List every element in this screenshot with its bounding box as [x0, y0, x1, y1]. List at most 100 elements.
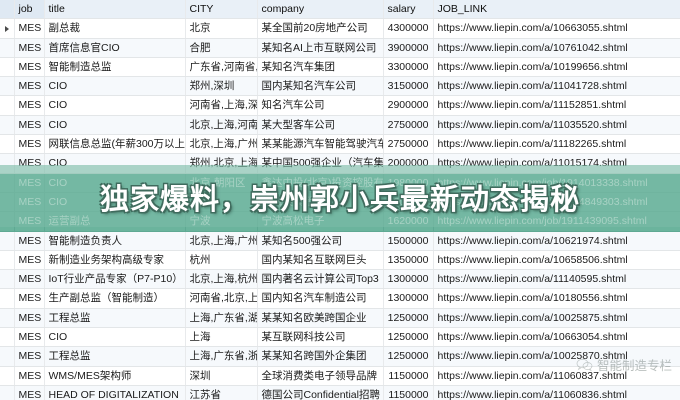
cell-title[interactable]: 首席信息官CIO — [44, 38, 186, 58]
table-row[interactable]: MES网联信息总监(年薪300万以上)北京,上海,广州某某能源汽车智能驾驶汽车集… — [0, 134, 680, 155]
table-row[interactable]: MES 新制造业务架构高级专家 杭州 国内某知名互联网巨头 1350000 https:/… — [0, 250, 680, 271]
table-row[interactable]: MES IoT行业产品专家（P7-P10） 北京,上海,杭州 国内著名云计算公司Top… — [0, 269, 680, 290]
cell-city[interactable]: 江苏省 — [185, 385, 258, 400]
table-row[interactable]: MES CIO 郑州,北京,上海 某中国500强企业（汽车集团 2000000 https… — [0, 153, 680, 174]
row-selector-cell[interactable] — [0, 269, 15, 290]
cell-company[interactable]: 某中国500强企业（汽车集团 — [257, 153, 384, 174]
cell-job-link[interactable]: https://www.liepin.com/a/11035520.shtml — [433, 115, 680, 136]
cell-job-link[interactable]: https://www.liepin.com/a/11060836.shtml — [433, 385, 680, 400]
cell-city[interactable]: 杭州 — [185, 250, 258, 271]
row-selector-cell[interactable] — [0, 327, 15, 348]
cell-city[interactable]: 北京,上海,杭州 — [185, 269, 258, 290]
cell-title[interactable]: CIO — [44, 153, 186, 174]
cell-salary[interactable]: 1250000 — [383, 327, 434, 348]
cell-title[interactable]: 智能制造负责人 — [44, 231, 186, 251]
cell-city[interactable]: 宁波 — [185, 211, 258, 232]
cell-job-link[interactable]: https://www.liepin.com/job/1914849303.sh… — [433, 192, 680, 213]
row-selector-cell[interactable] — [0, 192, 15, 213]
table-row[interactable]: MES CIO 上海 某互联网科技公司 1250000 https://www.liepi… — [0, 327, 680, 348]
column-header-salary[interactable]: salary — [383, 0, 434, 20]
cell-salary[interactable]: 1300000 — [383, 288, 434, 309]
cell-salary[interactable]: 1300000 — [383, 269, 434, 290]
cell-title[interactable]: WMS/MES架构师 — [44, 366, 186, 386]
row-selector-cell[interactable] — [0, 308, 15, 329]
cell-title[interactable]: CIO — [44, 115, 186, 136]
cell-city[interactable]: 北京,上海,河南省 — [185, 115, 258, 136]
cell-company[interactable]: 鑫达中投(北京)投资控股有限 — [257, 173, 384, 193]
cell-city[interactable]: 北京 — [185, 18, 258, 39]
cell-job-link[interactable]: https://www.liepin.com/a/11015174.shtml — [433, 153, 680, 174]
column-header-city[interactable]: CITY — [185, 0, 258, 20]
cell-salary[interactable]: 1500000 — [383, 231, 434, 251]
cell-title[interactable]: 智能制造总监 — [44, 57, 186, 78]
cell-job[interactable]: MES — [14, 134, 45, 155]
cell-company[interactable]: 全球消费类电子领导品牌 — [257, 366, 384, 386]
cell-salary[interactable]: 1800000 — [383, 192, 434, 213]
table-row[interactable]: MES 运营副总 宁波 宁波高松电子 1620000 https://www.liepin… — [0, 211, 680, 232]
cell-salary[interactable]: 1980000 — [383, 173, 434, 193]
cell-job-link[interactable]: https://www.liepin.com/a/11152851.shtml — [433, 95, 680, 116]
cell-city[interactable]: 郑州,深圳 — [185, 76, 258, 97]
cell-salary[interactable]: 2750000 — [383, 115, 434, 136]
cell-city[interactable]: 上海,广东省,湖北 — [185, 308, 258, 329]
cell-salary[interactable]: 1350000 — [383, 250, 434, 271]
cell-salary[interactable]: 2900000 — [383, 95, 434, 116]
cell-title[interactable]: 新制造业务架构高级专家 — [44, 250, 186, 271]
cell-title[interactable]: CIO — [44, 95, 186, 116]
cell-job[interactable]: MES — [14, 250, 45, 271]
table-row[interactable]: MES CIO 郑州,深圳 国内某知名汽车公司 3150000 https://www.l… — [0, 76, 680, 97]
cell-company[interactable]: 国内某知名互联网巨头 — [257, 250, 384, 271]
cell-company[interactable]: 某互联网科技公司 — [257, 327, 384, 348]
cell-job-link[interactable]: https://www.liepin.com/a/10663054.shtml — [433, 327, 680, 348]
cell-company[interactable]: 国内著名云计算公司Top3 — [257, 269, 384, 290]
cell-salary[interactable]: 1150000 — [383, 366, 434, 386]
cell-title[interactable]: HEAD OF DIGITALIZATION — [44, 385, 186, 400]
cell-job-link[interactable]: https://www.liepin.com/a/10180556.shtml — [433, 288, 680, 309]
cell-company[interactable]: 某知名汽车集团 — [257, 57, 384, 78]
row-selector-cell[interactable] — [0, 153, 15, 174]
table-row[interactable]: MESCIO北京,上海,河南省某大型客车公司2750000https://www… — [0, 115, 680, 136]
cell-company[interactable]: 知名汽车公司 — [257, 95, 384, 116]
cell-city[interactable]: 合肥 — [185, 38, 258, 58]
row-selector-cell[interactable] — [0, 346, 15, 367]
cell-company[interactable]: 某某知名欧美跨国企业 — [257, 308, 384, 329]
table-row[interactable]: MES工程总监上海,广东省,浙江某某知名跨国外企集团1250000https:/… — [0, 346, 680, 367]
cell-salary[interactable]: 3900000 — [383, 38, 434, 58]
cell-job[interactable]: MES — [14, 308, 45, 329]
row-selector-cell[interactable] — [0, 95, 15, 116]
row-selector-cell[interactable] — [0, 385, 15, 400]
cell-salary[interactable]: 2000000 — [383, 153, 434, 174]
cell-job[interactable]: MES — [14, 173, 45, 193]
cell-job[interactable]: MES — [14, 366, 45, 386]
cell-job[interactable]: MES — [14, 288, 45, 309]
cell-company[interactable]: 某全国前20房地产公司 — [257, 18, 384, 39]
cell-title[interactable]: CIO — [44, 76, 186, 97]
cell-job[interactable]: MES — [14, 115, 45, 136]
cell-title[interactable]: 网联信息总监(年薪300万以上) — [44, 134, 186, 155]
cell-job[interactable]: MES — [14, 346, 45, 367]
row-selector-cell[interactable] — [0, 57, 15, 78]
cell-title[interactable]: 运营副总 — [44, 211, 186, 232]
cell-title[interactable]: CIO — [44, 327, 186, 348]
cell-job[interactable]: MES — [14, 385, 45, 400]
cell-company[interactable]: 某知名500强公司 — [257, 231, 384, 251]
cell-job[interactable]: MES — [14, 95, 45, 116]
table-row[interactable]: MESCIO河南省,上海,深圳知名汽车公司2900000https://www.… — [0, 95, 680, 116]
cell-city[interactable]: 北京-朝阳区 — [185, 173, 258, 193]
table-row[interactable]: MES 副总裁 北京 某全国前20房地产公司 4300000 https://www.li… — [0, 18, 680, 39]
cell-job-link[interactable]: https://www.liepin.com/a/11182265.shtml — [433, 134, 680, 155]
cell-company[interactable]: 国内知名汽车制造公司 — [257, 288, 384, 309]
cell-job-link[interactable]: https://www.liepin.com/job/1914013338.sh… — [433, 173, 680, 193]
table-row[interactable]: MES 智能制造负责人 北京,上海,广州 某知名500强公司 1500000 https:… — [0, 231, 680, 251]
table-row[interactable]: MES工程总监上海,广东省,湖北某某知名欧美跨国企业1250000https:/… — [0, 308, 680, 329]
cell-job[interactable]: MES — [14, 327, 45, 348]
cell-job[interactable]: MES — [14, 192, 45, 213]
table-row[interactable]: MES HEAD OF DIGITALIZATION 江苏省 德国公司Confiden… — [0, 385, 680, 400]
cell-job-link[interactable]: https://www.liepin.com/a/10621974.shtml — [433, 231, 680, 251]
cell-city[interactable]: 深圳 — [185, 366, 258, 386]
row-selector-cell[interactable] — [0, 366, 15, 386]
cell-city[interactable]: 广东省,河南省,江 — [185, 57, 258, 78]
column-header-job[interactable]: job — [14, 0, 45, 20]
cell-salary[interactable]: 3300000 — [383, 57, 434, 78]
cell-company[interactable]: 某某知名跨国外企集团 — [257, 346, 384, 367]
